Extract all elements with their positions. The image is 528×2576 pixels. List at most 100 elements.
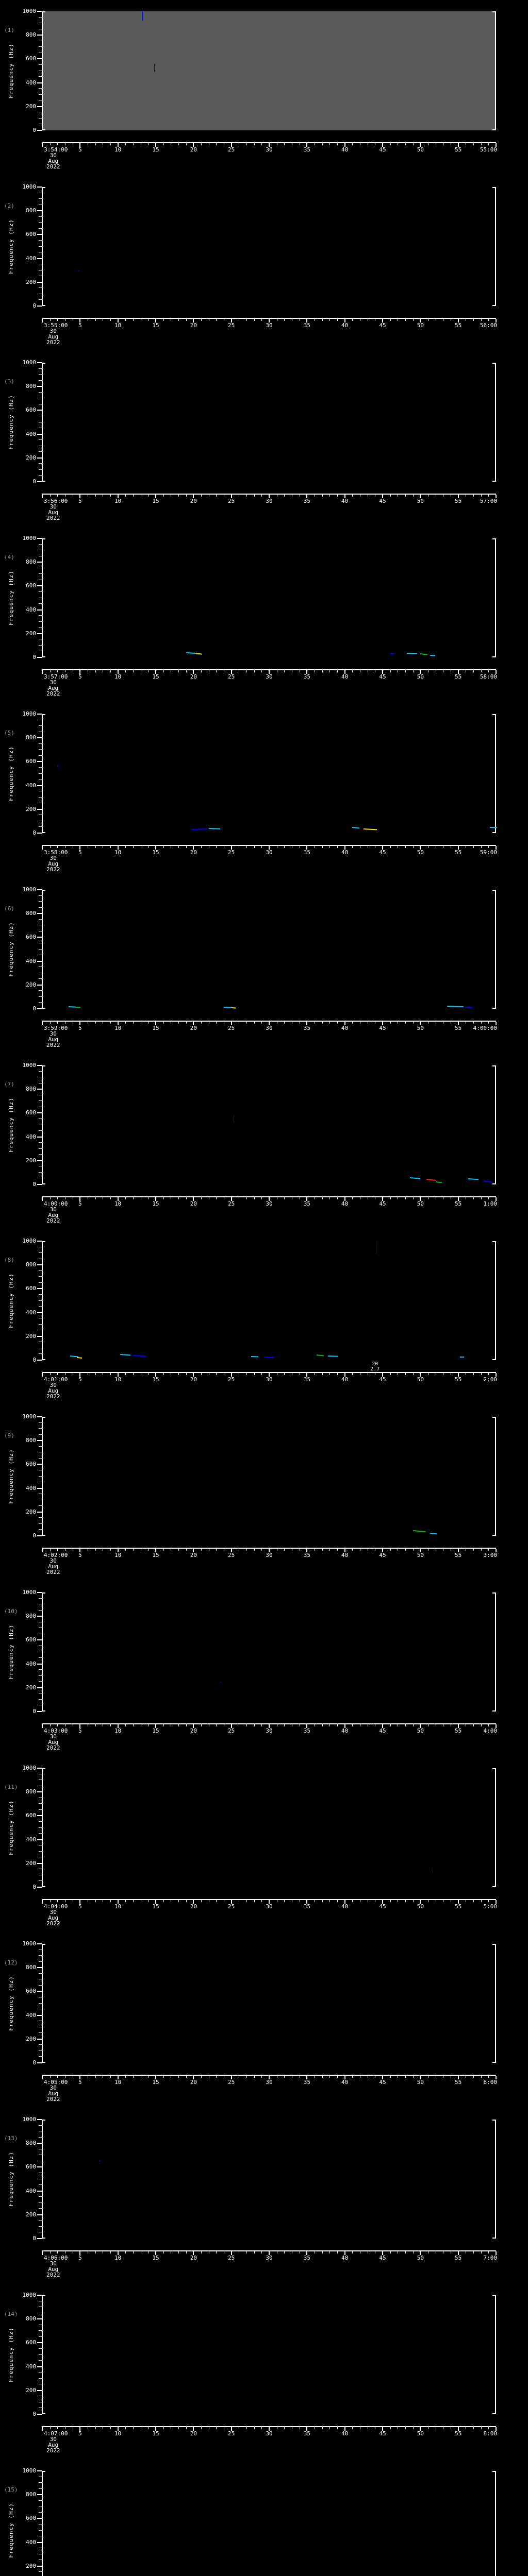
x-tick <box>216 846 217 848</box>
x-axis-end-label: 1:00 <box>483 1200 498 1207</box>
x-tick-label: 30 <box>266 2079 273 2086</box>
x-tick <box>117 2427 119 2431</box>
x-tick <box>352 495 353 497</box>
x-tick-label: 35 <box>303 849 310 856</box>
y-tick <box>37 1687 42 1688</box>
x-tick <box>284 846 285 848</box>
x-tick-label: 25 <box>228 1376 235 1383</box>
x-tick <box>473 2251 474 2253</box>
x-tick-label: 40 <box>341 2255 349 2261</box>
y-tick <box>39 198 42 199</box>
x-tick <box>405 319 406 321</box>
y-tick-label: 800 <box>26 1437 36 1444</box>
x-tick <box>201 2251 202 2253</box>
y-tick <box>39 2330 42 2331</box>
y-tick-label: 400 <box>26 1484 36 1492</box>
x-tick <box>390 670 391 672</box>
x-axis-start-label: 4:07:00 <box>44 2430 68 2437</box>
date-line-2: Aug <box>48 860 59 867</box>
x-tick <box>42 670 43 674</box>
x-axis-start-label: 3:57:00 <box>44 673 68 680</box>
x-tick <box>382 2427 383 2431</box>
x-axis <box>42 2426 496 2427</box>
x-tick <box>201 2076 202 2078</box>
x-tick-label: 45 <box>379 1025 386 1031</box>
y-tick-label: 200 <box>26 2035 36 2042</box>
x-tick <box>163 319 164 321</box>
spectrogram-panel: 0 200 400 600 800 1000 Frequency (Hz) (7) 4:00:0… <box>0 1054 528 1230</box>
x-tick-label: 40 <box>341 322 349 329</box>
right-axis-spine <box>492 1417 496 1536</box>
x-tick <box>269 2076 270 2079</box>
x-tick <box>117 1724 119 1728</box>
x-tick <box>412 670 414 672</box>
y-tick <box>37 984 42 986</box>
x-tick <box>216 2427 217 2429</box>
x-tick <box>125 2427 126 2429</box>
x-tick-label: 5 <box>78 1552 82 1558</box>
x-axis-end-label: 59:00 <box>480 849 497 856</box>
x-tick <box>254 143 255 145</box>
x-tick <box>337 2076 338 2078</box>
y-tick <box>39 228 42 229</box>
y-tick <box>37 2014 42 2016</box>
y-axis-title-text: Frequency (Hz) <box>7 570 14 625</box>
panel-number: (11) <box>4 1784 18 1790</box>
y-tick <box>37 2295 42 2296</box>
x-tick <box>390 319 391 321</box>
y-tick-label: 400 <box>26 1836 36 1843</box>
x-tick-label: 15 <box>152 1025 159 1031</box>
x-tick <box>178 319 179 321</box>
panel-number: (6) <box>4 905 14 912</box>
y-tick <box>37 1592 42 1593</box>
y-tick <box>39 380 42 381</box>
x-tick-label: 15 <box>152 2255 159 2261</box>
y-tick <box>37 433 42 435</box>
x-tick <box>337 1373 338 1375</box>
x-tick <box>412 1197 414 1199</box>
x-tick <box>216 1724 217 1726</box>
x-tick <box>230 2076 232 2079</box>
x-tick-label: 20 <box>190 1200 197 1207</box>
x-tick-label: 35 <box>303 1552 310 1558</box>
x-tick <box>79 143 81 147</box>
x-tick-label: 10 <box>114 1376 122 1383</box>
x-tick <box>405 1022 406 1024</box>
y-tick-label: 400 <box>26 1133 36 1140</box>
x-tick <box>473 2076 474 2078</box>
y-tick-label: 800 <box>26 1788 36 1795</box>
detection-trace <box>220 1682 221 1685</box>
x-tick <box>254 670 255 672</box>
detection-trace <box>69 1006 76 1009</box>
x-tick <box>163 1022 164 1024</box>
x-tick-label: 25 <box>228 498 235 504</box>
x-tick-label: 10 <box>114 1025 122 1031</box>
date-line-2: Aug <box>48 2266 59 2273</box>
date-line-2: Aug <box>48 1739 59 1745</box>
x-tick <box>254 2427 255 2429</box>
date-stack: 30 Aug 2022 <box>46 680 60 697</box>
y-tick <box>37 1639 42 1641</box>
y-tick <box>37 11 42 12</box>
x-tick-label: 55 <box>455 2255 462 2261</box>
y-tick <box>37 913 42 914</box>
right-axis-spine <box>492 2471 496 2576</box>
x-tick <box>344 846 345 850</box>
x-tick <box>178 846 179 848</box>
x-tick <box>57 1197 58 1199</box>
x-tick <box>488 1724 489 1726</box>
y-tick-label: 0 <box>32 2059 36 2066</box>
x-axis-start-label: 4:04:00 <box>44 1903 68 1910</box>
x-tick-label: 10 <box>114 322 122 329</box>
x-tick <box>193 1022 194 1025</box>
date-stack: 30 Aug 2022 <box>46 1031 60 1048</box>
x-tick-label: 5 <box>78 2079 82 2086</box>
x-tick <box>344 319 345 323</box>
x-tick <box>42 1373 43 1377</box>
x-tick <box>79 2427 81 2431</box>
date-line-2: Aug <box>48 1563 59 1570</box>
y-tick <box>39 1306 42 1307</box>
y-tick <box>39 88 42 89</box>
x-tick <box>344 670 345 674</box>
